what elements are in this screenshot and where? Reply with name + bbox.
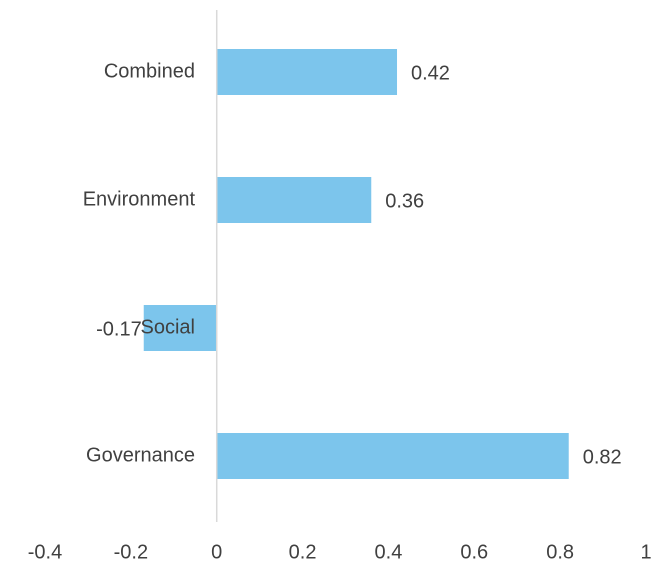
bar xyxy=(143,305,217,351)
y-tick-label: Social xyxy=(141,316,195,338)
x-tick-label: 0.4 xyxy=(375,541,403,563)
value-label: 0.36 xyxy=(385,190,424,212)
bar xyxy=(216,433,569,479)
y-tick-label: Environment xyxy=(83,188,196,210)
value-label: 0.82 xyxy=(583,446,622,468)
y-tick-label: Governance xyxy=(86,444,195,466)
bar xyxy=(216,177,372,223)
x-tick-label: 0.2 xyxy=(289,541,317,563)
value-label: -0.17 xyxy=(96,318,142,340)
x-tick-label: 1 xyxy=(640,541,651,563)
x-tick-label: -0.2 xyxy=(114,541,148,563)
x-tick-label: -0.4 xyxy=(28,541,62,563)
x-tick-label: 0.8 xyxy=(546,541,574,563)
y-tick-label: Combined xyxy=(104,60,195,82)
value-label: 0.42 xyxy=(411,62,450,84)
x-tick-label: 0.6 xyxy=(460,541,488,563)
x-tick-label: 0 xyxy=(211,541,222,563)
bar xyxy=(216,49,398,95)
